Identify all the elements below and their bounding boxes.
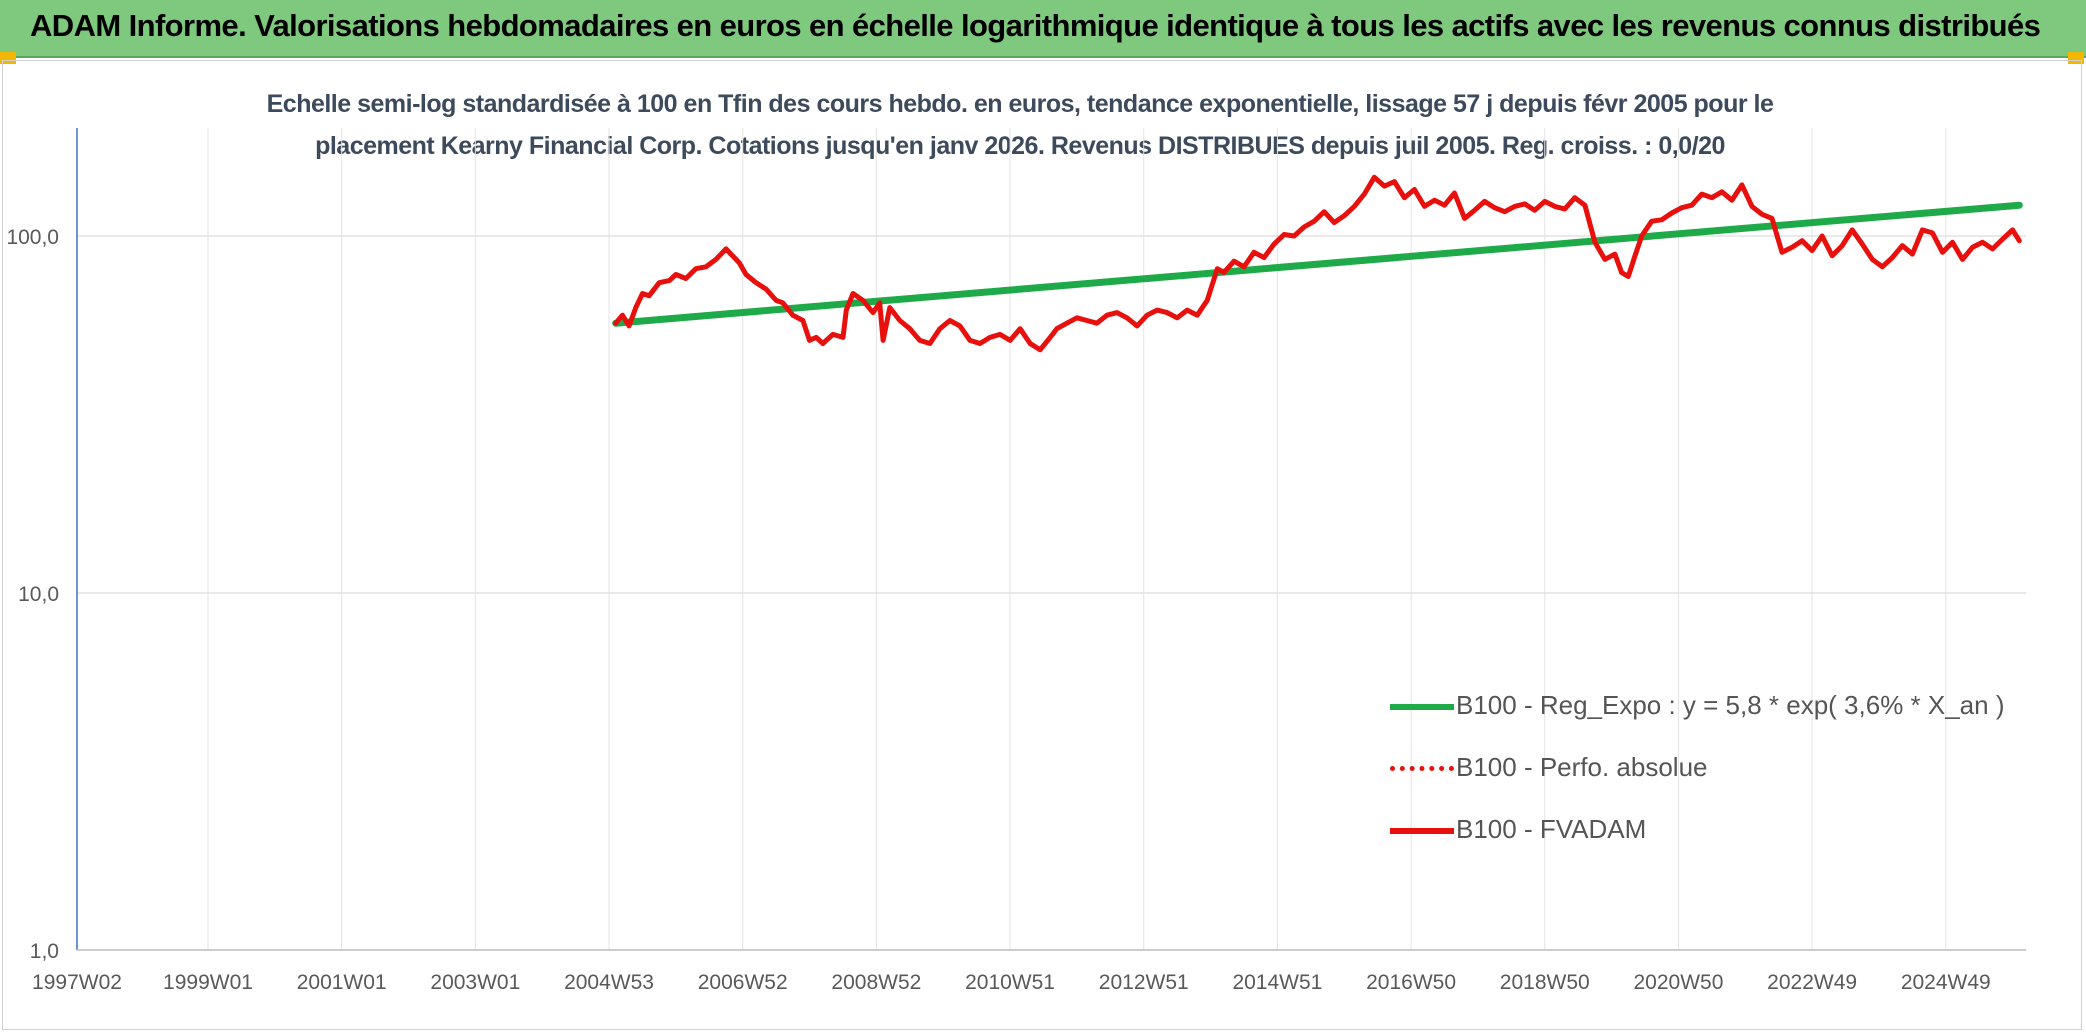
x-tick-label: 2008W52 [831,971,921,994]
legend-swatch-regression [1390,704,1454,710]
legend-item-perfo: B100 - Perfo. absolue [1390,752,2010,782]
x-tick-label: 2010W51 [965,971,1055,994]
x-tick-label: 2020W50 [1633,971,1723,994]
legend-item-regression: B100 - Reg_Expo : y = 5,8 * exp( 3,6% * … [1390,690,2010,720]
legend-swatch-perfo [1390,766,1454,771]
x-tick-label: 2016W50 [1366,971,1456,994]
legend-label-perfo: B100 - Perfo. absolue [1456,752,1708,782]
y-tick-label: 100,0 [6,226,59,249]
series-line-regression [612,201,2023,327]
x-tick-label: 2022W49 [1767,971,1857,994]
x-tick-label: 2006W52 [698,971,788,994]
legend-item-fvadam: B100 - FVADAM [1390,814,2010,844]
y-tick-label: 10,0 [18,583,59,606]
x-tick-label: 2001W01 [297,971,387,994]
chart-title-line-2: placement Kearny Financial Corp. Cotatio… [315,132,1725,160]
legend-label-fvadam: B100 - FVADAM [1456,814,1647,844]
x-tick-label: 1999W01 [163,971,253,994]
legend-label-regression: B100 - Reg_Expo : y = 5,8 * exp( 3,6% * … [1456,690,2005,720]
x-tick-label: 2024W49 [1901,971,1991,994]
corner-mark-left [0,52,16,64]
x-tick-label: 2003W01 [430,971,520,994]
x-tick-label: 2014W51 [1232,971,1322,994]
series-line-fvadam [613,174,2022,353]
legend-swatch-fvadam [1390,828,1454,834]
report-title: ADAM Informe. Valorisations hebdomadaire… [30,8,2041,43]
x-tick-label: 1997W02 [32,971,122,994]
chart-title-line-1: Echelle semi-log standardisée à 100 en T… [266,90,1774,118]
x-tick-label: 2018W50 [1500,971,1590,994]
x-tick-label: 2012W51 [1099,971,1189,994]
x-tick-label: 2004W53 [564,971,654,994]
corner-mark-right [2068,52,2084,64]
y-tick-label: 1,0 [30,940,59,963]
report-header: ADAM Informe. Valorisations hebdomadaire… [0,0,2086,58]
chart-frame [2,60,2082,1030]
